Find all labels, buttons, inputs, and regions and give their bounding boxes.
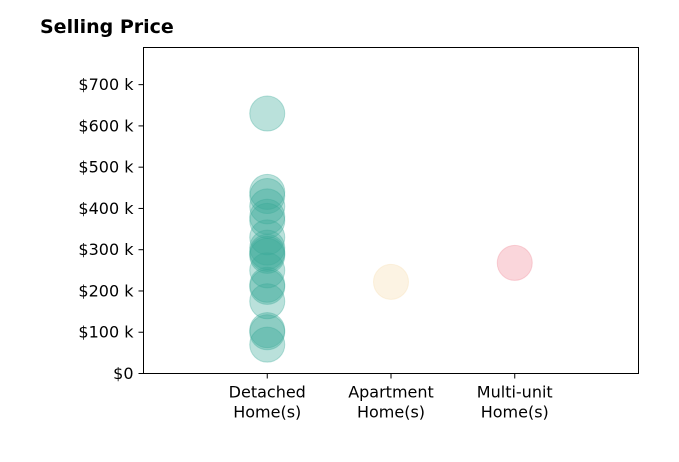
data-point: [249, 178, 286, 215]
y-tick-label: $100 k: [78, 323, 134, 342]
x-tick-label: Multi-unit Home(s): [477, 383, 553, 422]
data-point: [249, 312, 286, 349]
data-point: [249, 326, 286, 363]
x-axis: Detached Home(s) Apartment Home(s) Multi-uni…: [229, 373, 553, 422]
y-tick-label: $500 k: [78, 158, 134, 177]
x-tick-label: Apartment Home(s): [348, 383, 434, 422]
data-point: [249, 229, 286, 266]
data-point: [249, 237, 286, 274]
data-point: [249, 266, 286, 303]
data-point: [249, 198, 286, 235]
y-tick-label: $200 k: [78, 281, 134, 300]
data-point: [249, 173, 286, 210]
y-tick-label: $700 k: [78, 75, 134, 94]
data-point: [496, 244, 533, 281]
plot-frame: [143, 47, 639, 374]
data-point: [249, 283, 286, 320]
data-point: [249, 202, 286, 239]
data-point: [249, 252, 286, 289]
chart-title: Selling Price: [40, 16, 174, 38]
data-point: [373, 263, 409, 300]
y-tick-label: $600 k: [78, 116, 134, 135]
x-tick-label: Detached Home(s): [229, 383, 306, 422]
y-axis: $0 $100 k $200 k $300 k $400 k $500 k $600 k $7…: [78, 75, 144, 383]
y-tick-label: $0: [113, 364, 133, 383]
data-point: [249, 188, 286, 225]
y-tick-label: $300 k: [78, 240, 134, 259]
data-point: [249, 268, 286, 305]
data-point: [249, 219, 286, 256]
data-point: [249, 314, 286, 351]
data-point: [249, 233, 286, 270]
data-point: [249, 95, 286, 132]
data-point: [249, 235, 286, 272]
y-tick-label: $400 k: [78, 199, 134, 218]
points-layer: [249, 95, 533, 363]
